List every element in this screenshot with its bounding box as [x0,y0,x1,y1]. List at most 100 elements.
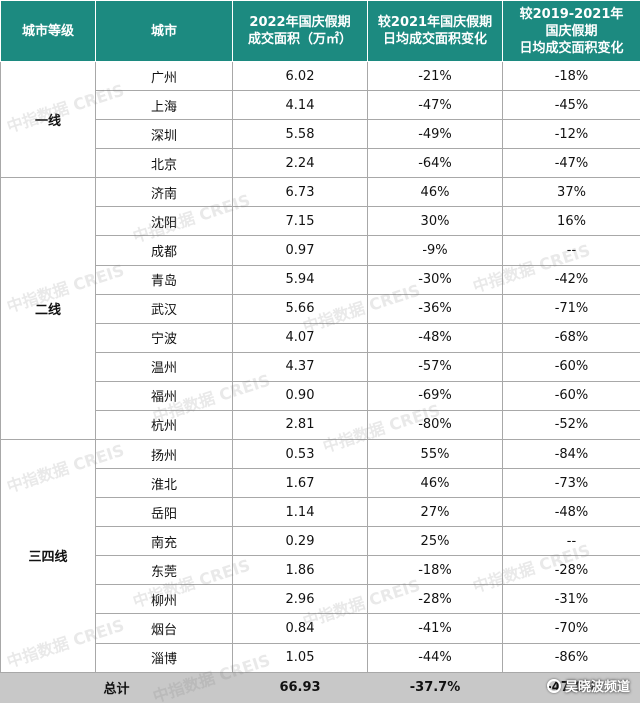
city-cell: 岳阳 [96,498,233,527]
vs1921-cell: -73% [503,469,640,498]
vs2021-cell: -28% [368,585,503,614]
area-cell: 6.02 [233,62,368,91]
channel-logo-icon [547,679,561,693]
vs1921-cell: -- [503,527,640,556]
total-area: 66.93 [233,672,368,702]
credit-text: 吴晓波频道 [565,676,630,695]
vs2021-cell: 46% [368,178,503,207]
vs2021-cell: -41% [368,614,503,643]
table-row: 武汉 5.66 -36% -71% [1,294,640,323]
table-row: 岳阳 1.14 27% -48% [1,498,640,527]
vs1921-cell: -60% [503,381,640,410]
city-cell: 上海 [96,91,233,120]
city-cell: 北京 [96,149,233,178]
area-cell: 4.07 [233,323,368,352]
header-area-line1: 2022年国庆假期 [235,14,365,31]
header-tier: 城市等级 [1,1,96,62]
vs1921-cell: -71% [503,294,640,323]
city-cell: 南充 [96,527,233,556]
vs2021-cell: -69% [368,381,503,410]
table-row: 二线 济南 6.73 46% 37% [1,178,640,207]
vs1921-cell: 16% [503,207,640,236]
area-cell: 2.81 [233,410,368,439]
table-row: 北京 2.24 -64% -47% [1,149,640,178]
city-cell: 成都 [96,236,233,265]
vs2021-cell: -30% [368,265,503,294]
table-row: 东莞 1.86 -18% -28% [1,556,640,585]
vs1921-cell: -42% [503,265,640,294]
table-row: 杭州 2.81 -80% -52% [1,410,640,439]
vs2021-cell: -48% [368,323,503,352]
area-cell: 1.05 [233,643,368,672]
city-cell: 沈阳 [96,207,233,236]
tier-cell-tier34: 三四线 [1,440,96,673]
city-cell: 杭州 [96,410,233,439]
header-vs1921-line1: 较2019-2021年 [505,6,638,23]
vs1921-cell: -52% [503,410,640,439]
table-row: 一线 广州 6.02 -21% -18% [1,62,640,91]
city-cell: 扬州 [96,440,233,469]
vs2021-cell: 55% [368,440,503,469]
city-cell: 淄博 [96,643,233,672]
city-cell: 宁波 [96,323,233,352]
table-row: 福州 0.90 -69% -60% [1,381,640,410]
area-cell: 5.66 [233,294,368,323]
header-area: 2022年国庆假期 成交面积（万㎡） [233,1,368,62]
credit-badge: 吴晓波频道 [547,676,630,695]
table-row: 温州 4.37 -57% -60% [1,352,640,381]
vs1921-cell: -70% [503,614,640,643]
area-cell: 4.14 [233,91,368,120]
area-cell: 2.96 [233,585,368,614]
area-cell: 0.53 [233,440,368,469]
vs2021-cell: -21% [368,62,503,91]
vs2021-cell: 30% [368,207,503,236]
city-cell: 济南 [96,178,233,207]
vs2021-cell: 27% [368,498,503,527]
vs1921-cell: 37% [503,178,640,207]
city-cell: 柳州 [96,585,233,614]
table-row: 宁波 4.07 -48% -68% [1,323,640,352]
vs2021-cell: -44% [368,643,503,672]
area-cell: 0.90 [233,381,368,410]
area-cell: 0.29 [233,527,368,556]
city-cell: 福州 [96,381,233,410]
area-cell: 7.15 [233,207,368,236]
vs2021-cell: -64% [368,149,503,178]
vs1921-cell: -68% [503,323,640,352]
area-cell: 1.67 [233,469,368,498]
area-cell: 2.24 [233,149,368,178]
total-vs2021: -37.7% [368,672,503,702]
header-vs1921-line2: 国庆假期 [505,23,638,40]
area-cell: 5.94 [233,265,368,294]
area-cell: 0.97 [233,236,368,265]
header-vs1921-line3: 日均成交面积变化 [505,40,638,57]
table-row: 深圳 5.58 -49% -12% [1,120,640,149]
table-row: 上海 4.14 -47% -45% [1,91,640,120]
header-city: 城市 [96,1,233,62]
table-row: 烟台 0.84 -41% -70% [1,614,640,643]
area-cell: 4.37 [233,352,368,381]
vs2021-cell: -18% [368,556,503,585]
vs2021-cell: 46% [368,469,503,498]
vs2021-cell: -80% [368,410,503,439]
total-row: 总计 66.93 -37.7% -47.0% [1,672,640,702]
vs1921-cell: -86% [503,643,640,672]
vs1921-cell: -- [503,236,640,265]
header-vs2021-line2: 日均成交面积变化 [370,31,500,48]
table-row: 青岛 5.94 -30% -42% [1,265,640,294]
table-row: 成都 0.97 -9% -- [1,236,640,265]
city-cell: 青岛 [96,265,233,294]
vs1921-cell: -47% [503,149,640,178]
city-cell: 烟台 [96,614,233,643]
vs2021-cell: -47% [368,91,503,120]
vs2021-cell: -57% [368,352,503,381]
table-row: 南充 0.29 25% -- [1,527,640,556]
header-area-line2: 成交面积（万㎡） [235,31,365,48]
tier-cell-tier2: 二线 [1,178,96,440]
vs1921-cell: -48% [503,498,640,527]
table-row: 淄博 1.05 -44% -86% [1,643,640,672]
area-cell: 1.14 [233,498,368,527]
vs1921-cell: -28% [503,556,640,585]
vs1921-cell: -31% [503,585,640,614]
vs1921-cell: -45% [503,91,640,120]
